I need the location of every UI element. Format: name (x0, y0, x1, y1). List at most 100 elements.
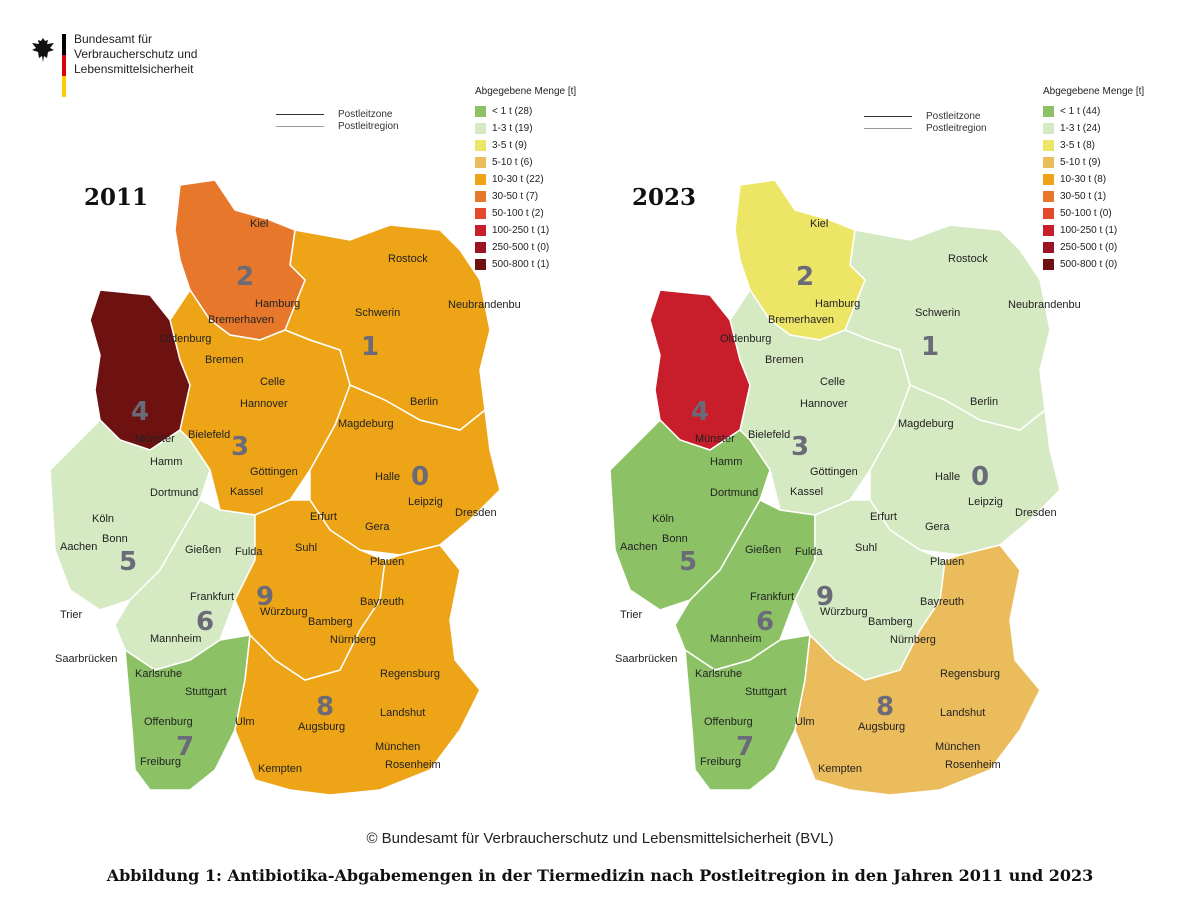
city-label: Bielefeld (748, 429, 790, 441)
city-label: Mannheim (150, 633, 201, 645)
city-label: Gera (925, 521, 950, 533)
legend-item: 5-10 t (9) (1043, 154, 1193, 171)
city-label: Kiel (250, 218, 268, 230)
city-label: Würzburg (260, 606, 308, 618)
zone-number: 4 (131, 397, 149, 427)
city-label: Münster (695, 433, 735, 445)
postal-zone-9 (794, 499, 946, 681)
legend-label: 5-10 t (6) (492, 157, 533, 168)
city-label: Suhl (855, 542, 877, 554)
city-label: Landshut (380, 707, 425, 719)
zone-number: 2 (796, 262, 814, 292)
zone-number: 9 (816, 582, 834, 612)
city-label: Karlsruhe (695, 668, 742, 680)
city-label: Kassel (230, 486, 263, 498)
city-label: Saarbrücken (55, 653, 117, 665)
legend-item: 3-5 t (9) (475, 137, 625, 154)
region-line-label: Postleitregion (338, 120, 399, 132)
legend-label: 50-100 t (2) (492, 208, 544, 219)
flag-bars (62, 34, 66, 98)
city-label: Bremerhaven (208, 314, 274, 326)
city-label: Ulm (235, 716, 255, 728)
zone-number: 7 (736, 732, 754, 762)
legend-title: Abgegebene Menge [t] (475, 86, 577, 97)
city-label: Gießen (745, 544, 781, 556)
legend-swatch (475, 140, 486, 151)
legend-swatch (475, 174, 486, 185)
city-label: Aachen (620, 541, 657, 553)
agency-name: Bundesamt für Verbraucherschutz und Lebe… (74, 32, 197, 77)
city-label: Bamberg (868, 616, 913, 628)
legend-item: 10-30 t (8) (1043, 171, 1193, 188)
legend-item: 250-500 t (0) (475, 239, 625, 256)
city-label: Bayreuth (360, 596, 404, 608)
legend-swatch (1043, 191, 1054, 202)
city-label: Magdeburg (338, 418, 394, 430)
legend-swatch (475, 157, 486, 168)
city-label: Hamburg (255, 298, 300, 310)
city-label: Bonn (102, 533, 128, 545)
zone-line-label: Postleitzone (926, 110, 981, 122)
flag-bar-gold (62, 76, 66, 97)
city-label: Offenburg (704, 716, 753, 728)
legend-label: 100-250 t (1) (1060, 225, 1118, 236)
legend-item: 1-3 t (19) (475, 120, 625, 137)
legend-swatch (1043, 140, 1054, 151)
city-label: Erfurt (310, 511, 337, 523)
city-label: Saarbrücken (615, 653, 677, 665)
city-label: Celle (820, 376, 845, 388)
legend-label: 50-100 t (0) (1060, 208, 1112, 219)
city-label: Bonn (662, 533, 688, 545)
legend-swatch (1043, 174, 1054, 185)
city-label: Dresden (455, 507, 497, 519)
city-label: Trier (60, 609, 83, 621)
zone-line-label: Postleitzone (338, 108, 393, 120)
city-label: Hamm (710, 456, 742, 468)
city-label: Fulda (795, 546, 823, 558)
legend-label: 3-5 t (9) (492, 140, 528, 151)
legend-label: 5-10 t (9) (1060, 157, 1101, 168)
legend-item: 1-3 t (24) (1043, 120, 1193, 137)
city-label: Kassel (790, 486, 823, 498)
zone-number: 1 (361, 332, 379, 362)
legend-swatch (1043, 123, 1054, 134)
boundary-legend-right: Postleitzone Postleitregion (864, 110, 987, 134)
city-label: Bielefeld (188, 429, 230, 441)
city-label: Neubrandenburg (1008, 299, 1080, 311)
city-label: Trier (620, 609, 643, 621)
city-label: Regensburg (940, 668, 1000, 680)
legend-label: 10-30 t (8) (1060, 174, 1107, 185)
legend-item: 250-500 t (0) (1043, 239, 1193, 256)
legend-label: 250-500 t (0) (492, 242, 550, 253)
map-2023: 0 1 2 3 4 5 6 7 8 9 Kiel Rostock Hamburg Schwerin Neub… (609, 179, 1080, 796)
zone-number: 6 (196, 607, 214, 637)
legend-swatch (475, 123, 486, 134)
zone-number: 5 (119, 547, 137, 577)
zone-number: 7 (176, 732, 194, 762)
city-label: Schwerin (355, 307, 400, 319)
year-label-left: 2011 (84, 184, 149, 211)
city-label: Göttingen (810, 466, 858, 478)
legend-item: 50-100 t (2) (475, 205, 625, 222)
zone-number: 0 (411, 462, 429, 492)
legend-label: 500-800 t (0) (1060, 259, 1118, 270)
postal-zone-5 (609, 418, 771, 611)
city-label: Stuttgart (745, 686, 787, 698)
city-label: Rostock (388, 253, 428, 265)
city-label: Neubrandenburg (448, 299, 520, 311)
legend-swatch (1043, 259, 1054, 270)
legend-swatch (1043, 106, 1054, 117)
city-label: Halle (935, 471, 960, 483)
city-label: Nürnberg (330, 634, 376, 646)
city-label: Dresden (1015, 507, 1057, 519)
zone-number: 6 (756, 607, 774, 637)
city-label: Magdeburg (898, 418, 954, 430)
boundary-legend-left: Postleitzone Postleitregion (276, 108, 399, 132)
city-label: Kempten (818, 763, 862, 775)
city-label: Köln (92, 513, 114, 525)
city-label: Köln (652, 513, 674, 525)
city-label: Plauen (370, 556, 404, 568)
legend-swatch (1043, 242, 1054, 253)
map-2011: 0 1 2 3 4 5 6 7 8 9 Kiel Rostock Hamburg Schwerin Neub… (49, 179, 520, 796)
legend-item: 500-800 t (1) (475, 256, 625, 273)
